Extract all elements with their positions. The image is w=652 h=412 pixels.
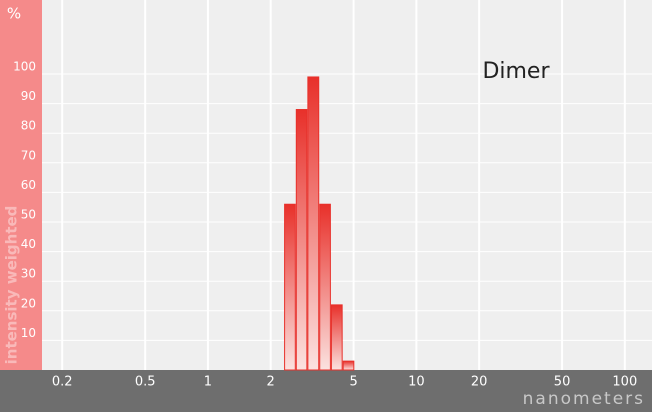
y-axis-label: intensity weighted — [3, 206, 21, 365]
bar — [319, 203, 331, 371]
y-tick-label: 50 — [21, 208, 36, 222]
x-tick-label: 100 — [612, 375, 637, 390]
x-tick-label: 1 — [204, 375, 212, 390]
x-tick-label: 10 — [408, 375, 425, 390]
y-unit: % — [7, 5, 21, 23]
x-axis-label: nanometers — [523, 389, 645, 409]
bar — [284, 203, 296, 371]
bar — [295, 109, 308, 371]
annotation: Dimer — [482, 59, 550, 84]
bar — [330, 304, 343, 371]
x-tick-label: 5 — [349, 375, 357, 390]
y-tick-label: 60 — [21, 178, 36, 192]
bars — [284, 76, 355, 371]
x-tick-label: 20 — [471, 375, 488, 390]
y-tick-label: 40 — [21, 237, 36, 251]
plot-background — [42, 0, 652, 370]
x-tick-label: 0.5 — [135, 375, 156, 390]
y-tick-label: 70 — [21, 148, 36, 162]
bar — [307, 76, 320, 371]
x-tick-label: 2 — [267, 375, 275, 390]
x-tick-label: 0.2 — [52, 375, 73, 390]
y-tick-label: 100 — [13, 60, 36, 74]
y-tick-label: 90 — [21, 89, 36, 103]
y-tick-label: 80 — [21, 119, 36, 133]
y-tick-label: 10 — [21, 326, 36, 340]
y-tick-label: 20 — [21, 296, 36, 310]
grid — [42, 0, 652, 370]
x-tick-label: 50 — [554, 375, 571, 390]
y-tick-label: 30 — [21, 267, 36, 281]
bar — [342, 360, 355, 371]
x-axis-panel — [0, 370, 652, 412]
y-axis-panel — [0, 0, 42, 370]
